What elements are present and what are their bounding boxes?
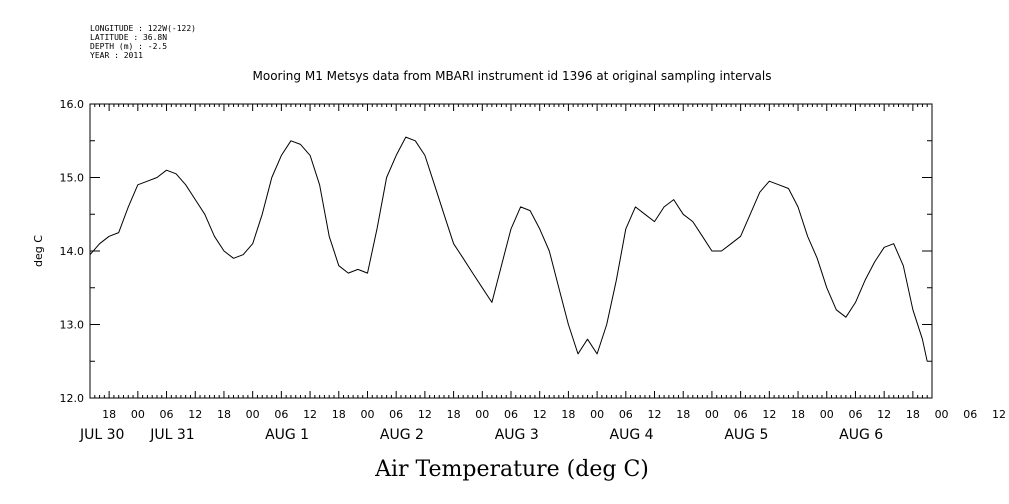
x-tick-label: 12 [762, 408, 776, 421]
date-labels: JUL 30 JUL 31 AUG 1 AUG 2 AUG 3 AUG 4 AUG 5 AUG… [79, 427, 883, 443]
metadata-block: LONGITUDE : 122W(-122) LATITUDE : 36.8N … [90, 24, 196, 60]
x-tick-label: 00 [475, 408, 489, 421]
x-tick-label: 12 [303, 408, 317, 421]
x-tick-label: 12 [648, 408, 662, 421]
metadata-depth: DEPTH (m) : -2.5 [90, 42, 167, 51]
x-tick-label: 18 [332, 408, 346, 421]
x-tick-label: 18 [102, 408, 116, 421]
date-label: AUG 6 [839, 427, 883, 443]
metadata-year: YEAR : 2011 [90, 51, 143, 60]
x-tick-label: 00 [820, 408, 834, 421]
x-tick-label: 18 [906, 408, 920, 421]
x-tick-label: 00 [935, 408, 949, 421]
x-tick-label: 06 [619, 408, 633, 421]
x-tick-label: 12 [188, 408, 202, 421]
date-label: AUG 4 [610, 427, 654, 443]
x-tick-label: 06 [848, 408, 862, 421]
date-label: AUG 1 [265, 427, 309, 443]
x-axis: 18 00 06 12 18 00 06 12 18 00 06 12 18 00 06 12 18 00 06 12… [89, 104, 1006, 421]
x-tick-label: 06 [504, 408, 518, 421]
series-group [89, 136, 928, 362]
x-tick-label: 06 [389, 408, 403, 421]
x-tick-label: 06 [274, 408, 288, 421]
x-tick-label: 00 [360, 408, 374, 421]
metadata-longitude: LONGITUDE : 122W(-122) [90, 24, 196, 33]
y-tick-label: 12.0 [60, 392, 85, 405]
y-tick-label: 14.0 [60, 245, 85, 258]
x-tick-label: 00 [246, 408, 260, 421]
y-axis: 12.0 13.0 14.0 15.0 16.0 [60, 98, 932, 405]
chart-title: Mooring M1 Metsys data from MBARI instru… [253, 69, 772, 83]
x-tick-label: 12 [418, 408, 432, 421]
x-tick-label: 12 [877, 408, 891, 421]
date-label: AUG 2 [380, 427, 424, 443]
y-tick-label: 15.0 [60, 172, 85, 185]
x-tick-label: 00 [131, 408, 145, 421]
x-tick-label: 18 [561, 408, 575, 421]
x-axis-label: Air Temperature (deg C) [374, 457, 649, 482]
x-tick-label: 12 [533, 408, 547, 421]
air-temperature-series-line [89, 136, 928, 362]
y-axis-label: deg C [32, 235, 45, 267]
plot-frame [89, 103, 933, 399]
y-tick-label: 13.0 [60, 319, 85, 332]
x-tick-label: 00 [590, 408, 604, 421]
metadata-latitude: LATITUDE : 36.8N [90, 33, 167, 42]
date-label: JUL 30 [79, 427, 124, 443]
x-tick-label: 00 [705, 408, 719, 421]
date-label: AUG 3 [495, 427, 539, 443]
date-label: AUG 5 [724, 427, 768, 443]
x-tick-label: 06 [963, 408, 977, 421]
x-tick-label: 06 [734, 408, 748, 421]
x-tick-label: 18 [791, 408, 805, 421]
x-tick-label: 18 [447, 408, 461, 421]
x-tick-label: 12 [992, 408, 1006, 421]
date-label: JUL 31 [149, 427, 194, 443]
x-tick-label: 06 [160, 408, 174, 421]
x-tick-label: 18 [217, 408, 231, 421]
y-tick-label: 16.0 [60, 98, 85, 111]
x-tick-label: 18 [676, 408, 690, 421]
